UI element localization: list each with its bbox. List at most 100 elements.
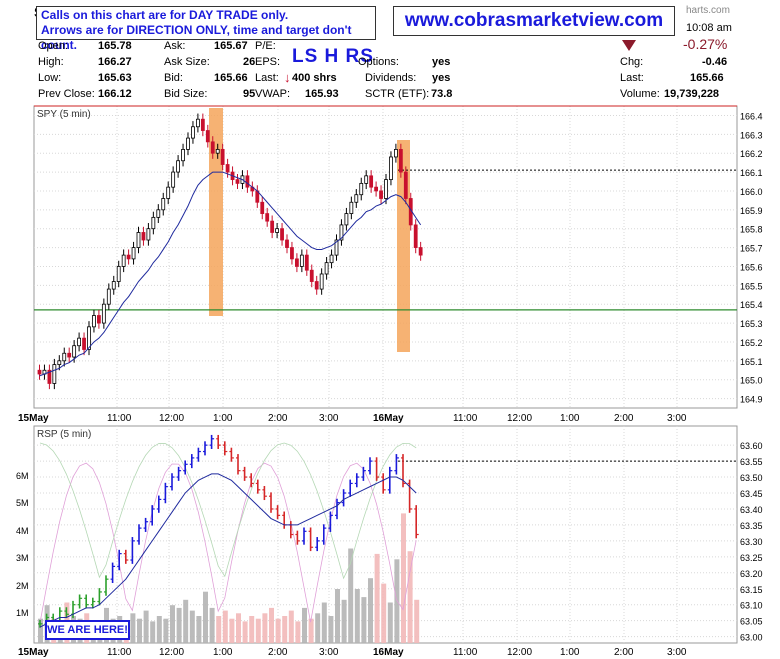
rsp-ytick-label: 63.05 (740, 617, 763, 627)
volume-bar (341, 599, 347, 643)
volume-bar (249, 616, 255, 643)
spy-candle-body (126, 254, 131, 260)
volume-tick-label: 6M (16, 471, 29, 481)
spy-title: SPY (5 min) (37, 109, 91, 120)
volume-bar (196, 616, 202, 643)
notice-line-1: Calls on this chart are for DAY TRADE on… (41, 8, 289, 22)
volume-bar (328, 616, 334, 643)
high-label: High: (38, 56, 64, 68)
ask-size-value: 26 (243, 56, 256, 68)
spy-xtick-label: 12:00 (159, 413, 184, 424)
spy-candle-body (389, 156, 393, 181)
spy-candle-body (116, 266, 121, 282)
volume-bar (183, 599, 189, 643)
day-trade-notice: Calls on this chart are for DAY TRADE on… (36, 6, 376, 52)
volume-bar (163, 618, 169, 643)
spy-candle-body (379, 190, 383, 199)
down-arrow-icon (622, 40, 636, 51)
pe-label: P/E: (255, 40, 276, 52)
chg-label: Chg: (620, 56, 644, 68)
spy-candle-body (166, 186, 171, 199)
spy-candle-body (245, 175, 250, 188)
ask-label: Ask: (164, 40, 186, 52)
spy-candle-body (156, 209, 161, 218)
spy-candle-body (181, 149, 185, 162)
rsp-xtick-label: 16May (373, 647, 404, 658)
volume-bar (38, 618, 43, 643)
quote-time: 10:08 am (686, 22, 732, 34)
highlight-zone (209, 108, 223, 316)
spy-candle-body (141, 232, 146, 241)
rsp-moving-average (39, 473, 417, 628)
volume-tick-label: 4M (16, 526, 29, 536)
spy-candle-body (131, 247, 136, 260)
volume-bar (209, 607, 215, 643)
spy-candle-body (418, 247, 423, 256)
volume-bar (354, 589, 360, 643)
spy-candle-body (205, 130, 210, 143)
spy-candle-body (393, 149, 398, 158)
rsp-xtick-label: 12:00 (159, 647, 184, 658)
volume-bar (282, 616, 288, 643)
spy-candle-body (398, 149, 403, 173)
volume-bar (308, 618, 314, 643)
volume-bar (361, 597, 367, 643)
rsp-xtick-label: 12:00 (507, 647, 532, 658)
volume-bar (275, 618, 281, 643)
volume-bar (242, 621, 248, 643)
rsp-ytick-label: 63.40 (740, 505, 763, 515)
low-label: Low: (38, 72, 62, 84)
spy-candle-body (299, 254, 304, 267)
spy-candle-body (319, 273, 324, 290)
volume-bar (381, 583, 387, 643)
volume-bar (222, 610, 228, 643)
rsp-ytick-label: 63.50 (740, 473, 763, 483)
spy-candle-body (280, 228, 284, 241)
spy-candle-body (260, 201, 265, 214)
change-percent: -0.27% (683, 36, 728, 52)
volume-bar (394, 559, 400, 643)
spy-candle-body (111, 281, 116, 290)
volume-bar (269, 607, 274, 643)
volume-bar (407, 551, 413, 643)
volume-tick-label: 2M (16, 581, 29, 591)
spy-candle-body (304, 254, 309, 271)
spy-ytick-label: 165.5 (740, 281, 763, 291)
oscillator-line (39, 442, 417, 580)
spy-candle-body (344, 213, 349, 226)
spy-candle-body (324, 262, 329, 275)
we-are-here-label: WE ARE HERE! (45, 620, 130, 640)
spy-candle-body (151, 216, 156, 230)
eps-label: EPS: (255, 56, 281, 68)
spy-ytick-label: 165.7 (740, 244, 763, 254)
sctr-label: SCTR (ETF): (365, 88, 430, 100)
spy-ytick-label: 165.6 (740, 262, 763, 272)
spy-candle-body (97, 315, 101, 324)
ask-value: 165.67 (214, 40, 248, 52)
spy-ytick-label: 165.2 (740, 338, 763, 348)
prev-close-label: Prev Close: (38, 88, 95, 100)
spy-candle-body (47, 369, 52, 384)
spy-candle-body (220, 149, 225, 165)
spy-xtick-label: 15May (18, 413, 49, 424)
rsp-ytick-label: 63.35 (740, 521, 763, 531)
volume-bar (229, 618, 235, 643)
volume-value: 19,739,228 (664, 88, 720, 100)
volume-bar (156, 616, 162, 643)
volume-tick-label: 3M (16, 553, 29, 563)
spy-xtick-label: 2:00 (614, 413, 634, 424)
volume-bar (236, 613, 241, 643)
rsp-xtick-label: 2:00 (614, 647, 634, 658)
rsp-xtick-label: 11:00 (107, 647, 132, 658)
last-size-value: 400 shrs (292, 72, 337, 84)
volume-bar (321, 602, 327, 643)
website-banner[interactable]: www.cobrasmarketview.com (393, 6, 675, 36)
spy-xtick-label: 3:00 (667, 413, 687, 424)
high-value: 166.27 (98, 56, 132, 68)
spy-candle-body (67, 352, 72, 358)
spy-candle-body (146, 228, 151, 241)
spy-candle-body (200, 118, 205, 131)
spy-candle-body (101, 303, 106, 324)
spy-ytick-label: 165.9 (740, 206, 763, 216)
volume-bar (401, 513, 406, 643)
